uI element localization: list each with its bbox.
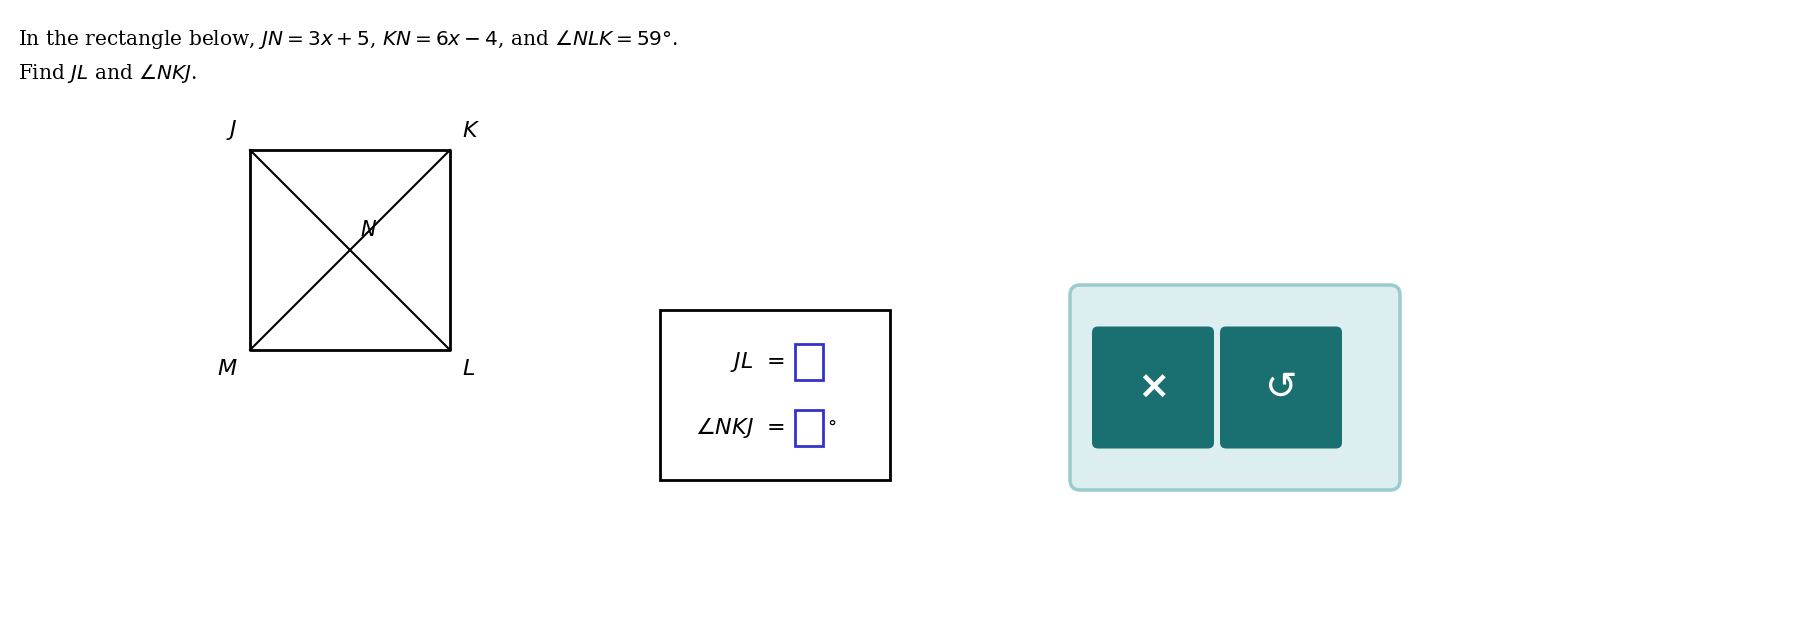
Text: $L$: $L$ [462,358,474,380]
Text: $N$: $N$ [359,220,377,240]
FancyBboxPatch shape [794,344,823,380]
Text: $\angle NKJ$  =: $\angle NKJ$ = [695,416,785,441]
FancyBboxPatch shape [1093,327,1215,448]
Text: $K$: $K$ [462,120,480,142]
Text: In the rectangle below, $JN=3x+5$, $KN=6x-4$, and $\angle NLK=59°$.: In the rectangle below, $JN=3x+5$, $KN=6… [18,28,677,51]
Text: Find $JL$ and $\angle NKJ$.: Find $JL$ and $\angle NKJ$. [18,62,198,85]
Text: °: ° [827,419,836,437]
FancyBboxPatch shape [794,410,823,446]
FancyBboxPatch shape [1069,285,1400,490]
Text: $J$: $J$ [226,118,237,142]
FancyBboxPatch shape [659,310,890,480]
Text: ×: × [1138,369,1170,406]
Text: ↺: ↺ [1265,369,1297,406]
Text: $JL$  =: $JL$ = [730,350,785,374]
Text: $M$: $M$ [217,358,237,380]
FancyBboxPatch shape [1220,327,1342,448]
